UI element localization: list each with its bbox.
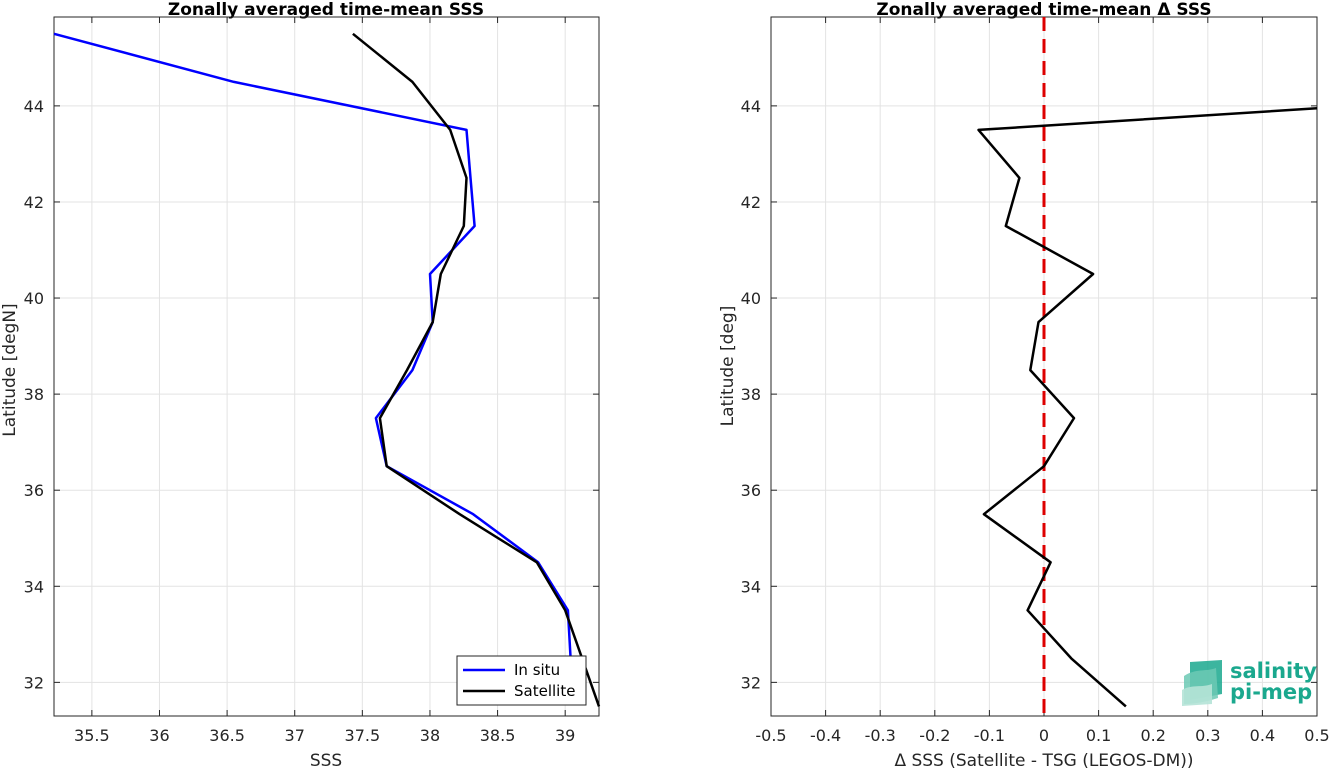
right-xtick-label: -0.3 — [865, 726, 896, 745]
left-ytick-label: 40 — [24, 289, 44, 308]
legend-label-satellite: Satellite — [514, 682, 575, 700]
right-xtick-label: -0.1 — [974, 726, 1005, 745]
right-ytick-label: 44 — [741, 97, 761, 116]
left-title: Zonally averaged time-mean SSS — [168, 0, 484, 20]
right-series — [977, 17, 1318, 716]
left-xtick-label: 36.5 — [209, 726, 245, 745]
left-series-line-in-situ — [53, 32, 572, 659]
right-ytick-label: 34 — [741, 577, 761, 596]
right-xtick-label: 0.5 — [1304, 726, 1329, 745]
right-xtick-label: -0.2 — [919, 726, 950, 745]
left-xtick-label: 38.5 — [480, 726, 516, 745]
left-axes-box — [53, 16, 600, 717]
right-xtick-label: 0.4 — [1250, 726, 1275, 745]
right-ytick-label: 36 — [741, 481, 761, 500]
right-xtick-label: -0.4 — [810, 726, 841, 745]
right-series-line-delta-sss — [977, 107, 1318, 708]
wave-logo-icon — [1182, 660, 1222, 706]
left-xtick-label: 37.5 — [345, 726, 381, 745]
right-xlabel: Δ SSS (Satellite - TSG (LEGOS-DM)) — [894, 751, 1193, 769]
left-ylabel: Latitude [degN] — [0, 303, 20, 436]
sss-panel: Zonally averaged time-mean SSS 35.5 36 36.… — [0, 0, 601, 769]
left-ticks: 35.5 36 36.5 37 37.5 38 38.5 39 32 34 36 38 40 42 44 — [24, 17, 599, 745]
left-xtick-label: 37 — [285, 726, 305, 745]
left-series-line-satellite — [352, 32, 601, 707]
right-ticks: -0.5 -0.4 -0.3 -0.2 -0.1 0 0.1 0.2 0.3 0.4 0.5 32 34… — [741, 17, 1330, 745]
logo-text-pi-mep: pi-mep — [1230, 680, 1312, 704]
delta-sss-panel: Zonally averaged time-mean Δ SSS -0.5 -0.… — [718, 0, 1330, 769]
right-ytick-label: 40 — [741, 289, 761, 308]
left-ytick-label: 32 — [24, 673, 44, 692]
left-xtick-label: 35.5 — [74, 726, 110, 745]
right-ytick-label: 38 — [741, 385, 761, 404]
left-ytick-label: 34 — [24, 577, 44, 596]
left-ytick-label: 38 — [24, 385, 44, 404]
left-grid — [54, 17, 599, 716]
left-ytick-label: 36 — [24, 481, 44, 500]
right-title: Zonally averaged time-mean Δ SSS — [876, 0, 1211, 20]
right-ylabel: Latitude [deg] — [718, 306, 738, 427]
right-xtick-label: -0.5 — [755, 726, 786, 745]
salinity-pi-mep-logo: salinity pi-mep — [1182, 659, 1317, 706]
legend-label-in-situ: In situ — [514, 661, 560, 679]
right-xtick-label: 0.2 — [1140, 726, 1165, 745]
legend-box — [456, 655, 587, 706]
left-ytick-label: 44 — [24, 97, 44, 116]
left-ytick-label: 42 — [24, 193, 44, 212]
logo-text-salinity: salinity — [1230, 659, 1317, 683]
left-xtick-label: 38 — [420, 726, 440, 745]
right-ytick-label: 42 — [741, 193, 761, 212]
right-ytick-label: 32 — [741, 673, 761, 692]
left-series — [53, 32, 601, 707]
left-xlabel: SSS — [310, 751, 342, 769]
right-xtick-label: 0.1 — [1086, 726, 1111, 745]
left-xtick-label: 39 — [555, 726, 575, 745]
left-xtick-label: 36 — [149, 726, 169, 745]
legend: In situ Satellite — [456, 655, 587, 706]
right-xtick-label: 0 — [1039, 726, 1049, 745]
right-xtick-label: 0.3 — [1195, 726, 1220, 745]
